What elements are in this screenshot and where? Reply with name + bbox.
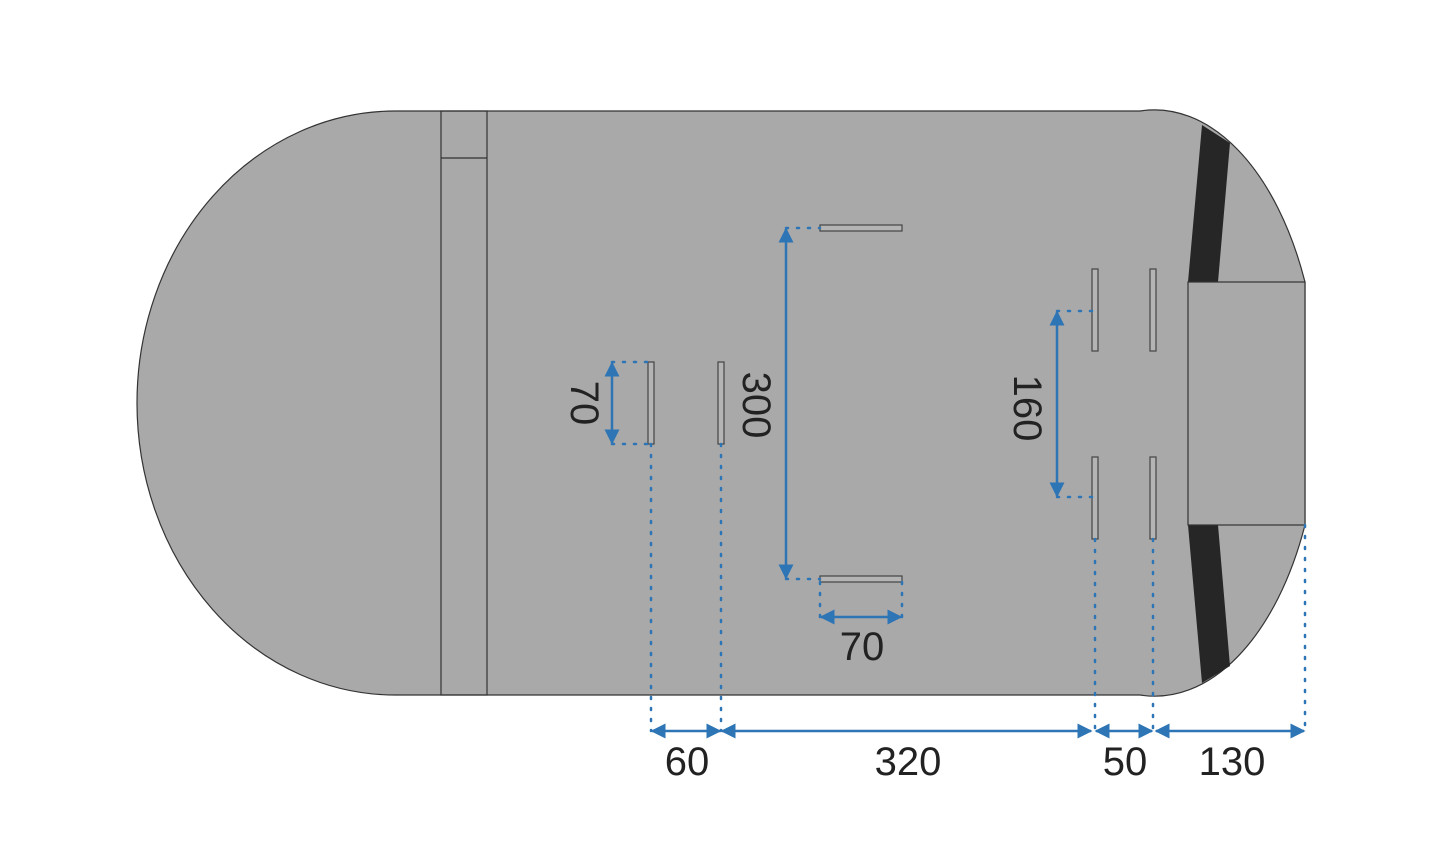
dim-label-320: 320 bbox=[875, 740, 942, 784]
dim-label-60: 60 bbox=[665, 740, 710, 784]
slot-right-3 bbox=[1091, 456, 1099, 540]
extension-lines bbox=[610, 226, 1307, 733]
slot-right-1 bbox=[1091, 268, 1099, 352]
slot-center-bottom bbox=[819, 575, 903, 583]
dim-label-160: 160 bbox=[1005, 375, 1049, 442]
dim-label-130: 130 bbox=[1199, 740, 1266, 784]
dark-band-top bbox=[1188, 125, 1230, 282]
dim-label-50: 50 bbox=[1103, 740, 1148, 784]
slot-right-4 bbox=[1149, 456, 1157, 540]
dim-label-300: 300 bbox=[734, 372, 778, 439]
slot-left-2 bbox=[717, 361, 725, 445]
dim-label-70-horizontal: 70 bbox=[840, 625, 885, 669]
dark-band-bottom bbox=[1188, 525, 1230, 683]
end-cap-rect bbox=[1187, 281, 1306, 526]
vertical-band bbox=[440, 110, 488, 696]
slot-center-top bbox=[819, 224, 903, 232]
dim-label-70-vertical: 70 bbox=[562, 381, 606, 426]
slot-left-1 bbox=[647, 361, 655, 445]
slot-right-2 bbox=[1149, 268, 1157, 352]
